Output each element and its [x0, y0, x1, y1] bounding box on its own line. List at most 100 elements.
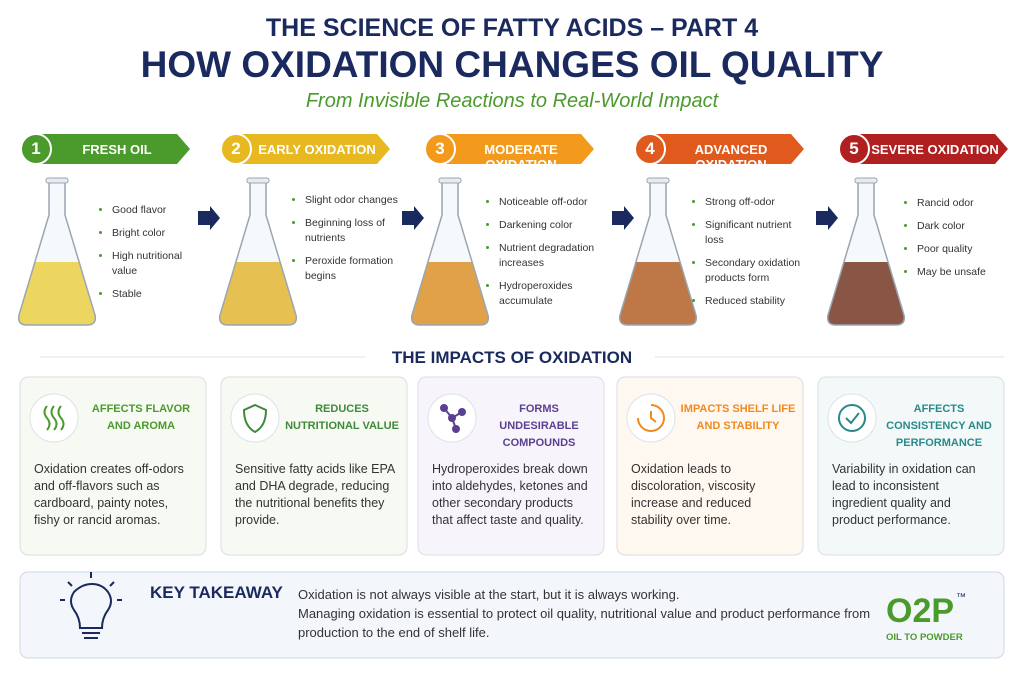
- stage-point: Significant nutrient loss: [705, 218, 801, 248]
- stage-arrow: [816, 206, 838, 230]
- takeaway-title: KEY TAKEAWAY: [150, 583, 283, 602]
- stage-badge: [220, 133, 252, 165]
- stage-point: Stable: [112, 287, 208, 302]
- impact-title: AFFECTS CONSISTENCY AND PERFORMANCE: [886, 403, 992, 449]
- oil: [619, 262, 697, 325]
- oil: [827, 262, 905, 325]
- stage-point: Secondary oxidation products form: [705, 256, 801, 286]
- stage-arrow: [612, 206, 634, 230]
- stage-label: FRESH OIL: [82, 142, 152, 157]
- stage-arrow: [402, 206, 424, 230]
- icon-glyph: [242, 403, 268, 434]
- stage-banner: [440, 134, 594, 164]
- stage-point: Hydroperoxides accumulate: [499, 279, 595, 309]
- oil: [18, 262, 96, 325]
- stage-point: May be unsafe: [917, 265, 1013, 280]
- stage-label: SEVERE OXIDATION: [871, 142, 999, 157]
- oil: [411, 262, 489, 325]
- stage-banner: [650, 134, 804, 164]
- impact-icon: [230, 393, 280, 443]
- stage-point: Poor quality: [917, 242, 1013, 257]
- impacts-title: THE IMPACTS OF OXIDATION: [391, 348, 633, 367]
- stage-points: Rancid odor Dark color Poor quality May be …: [905, 196, 1013, 288]
- stage-points: Slight odor changes Beginning loss of nut…: [293, 193, 401, 292]
- stage-number: 4: [645, 139, 655, 158]
- stage-points: Strong off-odor Significant nutrient loss…: [693, 195, 801, 317]
- stage-label: EARLY OXIDATION: [258, 142, 376, 157]
- series-title: THE SCIENCE OF FATTY ACIDS – PART 4: [265, 14, 759, 42]
- impact-title: REDUCES NUTRITIONAL VALUE: [285, 403, 399, 432]
- stage-point: Strong off-odor: [705, 195, 801, 210]
- flask-rim: [246, 177, 270, 184]
- wave: [57, 405, 65, 431]
- stage-point: Dark color: [917, 219, 1013, 234]
- icon-glyph: [637, 404, 665, 432]
- impact-text: Hydroperoxides break down into aldehydes…: [432, 462, 588, 527]
- stage-point: Beginning loss of nutrients: [305, 216, 401, 246]
- stage-number: 2: [231, 139, 241, 158]
- stage-label: ADVANCED OXIDATION: [694, 142, 768, 172]
- flask-rim: [646, 177, 670, 184]
- flask-rim: [45, 177, 69, 184]
- flask: [826, 182, 906, 326]
- wave: [43, 405, 51, 431]
- flask: [618, 182, 698, 326]
- stage-points: Good flavor Bright color High nutritional …: [100, 203, 208, 310]
- subtitle: From Invisible Reactions to Real-World I…: [305, 90, 719, 112]
- impact-text: Oxidation leads to discoloration, viscos…: [631, 462, 756, 527]
- clock: [637, 404, 665, 432]
- stage-number: 3: [435, 139, 445, 158]
- takeaway-line: Managing oxidation is essential to prote…: [298, 606, 871, 640]
- oil: [219, 262, 297, 325]
- flask-rim: [438, 177, 462, 184]
- wave: [50, 405, 58, 431]
- impact-text: Oxidation creates off-odors and off-flav…: [34, 462, 184, 527]
- stage-point: Slight odor changes: [305, 193, 401, 208]
- stage-point: High nutritional value: [112, 249, 208, 279]
- stage-point: Nutrient degradation increases: [499, 241, 595, 271]
- impact-title: IMPACTS SHELF LIFE AND STABILITY: [680, 403, 796, 432]
- stage-badge: [634, 133, 666, 165]
- atom: [458, 408, 466, 416]
- takeaway-line: Oxidation is not always visible at the s…: [298, 587, 680, 602]
- stage-point: Rancid odor: [917, 196, 1013, 211]
- atom: [452, 425, 460, 433]
- stage-badge: [20, 133, 52, 165]
- flask: [410, 182, 490, 326]
- bulb-icon: [60, 572, 122, 639]
- impact-text: Variability in oxidation can lead to inc…: [832, 462, 976, 527]
- logo-tm: ™: [956, 592, 966, 603]
- impact-title: AFFECTS FLAVOR AND AROMA: [91, 403, 191, 432]
- check: [845, 412, 860, 425]
- takeaway-box: [19, 571, 1005, 659]
- atom: [440, 404, 448, 412]
- impact-title: FORMS UNDESIRABLE COMPOUNDS: [499, 403, 579, 449]
- stage-point: Good flavor: [112, 203, 208, 218]
- shield: [242, 403, 268, 434]
- stage-arrow: [198, 206, 220, 230]
- flask: [218, 182, 298, 326]
- stage-banner: [236, 134, 390, 164]
- stage-label: MODERATE OXIDATION: [484, 142, 558, 172]
- stage-number: 5: [849, 139, 859, 158]
- stage-point: Peroxide formation begins: [305, 254, 401, 284]
- stage-banner: [36, 134, 190, 164]
- atom: [448, 414, 456, 422]
- stage-point: Bright color: [112, 226, 208, 241]
- flask-rim: [854, 177, 878, 184]
- impact-text: Sensitive fatty acids like EPA and DHA d…: [235, 462, 395, 527]
- flask: [17, 182, 97, 326]
- title: HOW OXIDATION CHANGES OIL QUALITY: [140, 44, 884, 85]
- ring: [838, 404, 866, 432]
- icon-glyph: [43, 405, 65, 431]
- stage-point: Darkening color: [499, 218, 595, 233]
- stage-badge: [838, 133, 870, 165]
- stage-banner: [854, 134, 1008, 164]
- icon-glyph: [838, 404, 866, 432]
- logo-mark: O2P: [886, 592, 954, 630]
- stage-point: Noticeable off-odor: [499, 195, 595, 210]
- logo-tagline: OIL TO POWDER: [886, 632, 963, 643]
- stage-points: Noticeable off-odor Darkening color Nutrie…: [487, 195, 595, 317]
